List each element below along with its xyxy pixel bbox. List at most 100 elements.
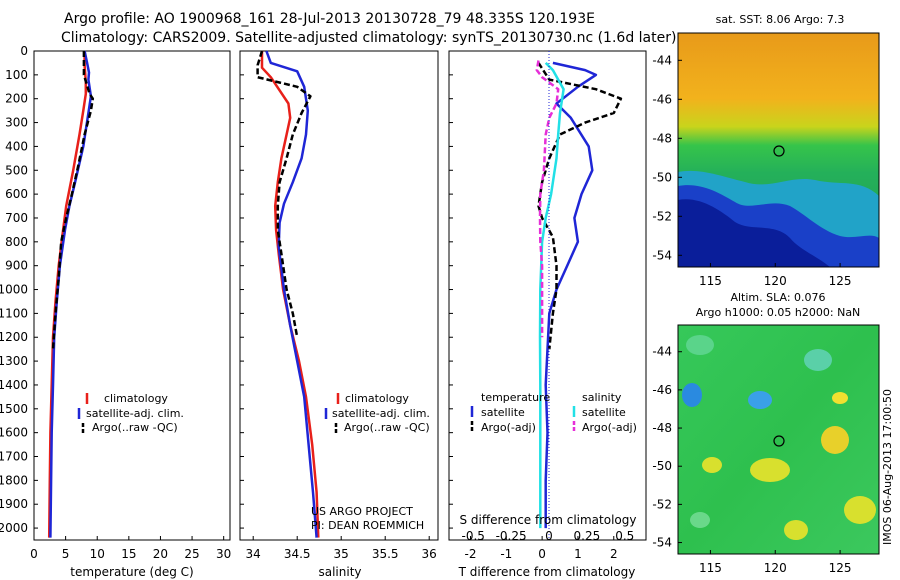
sla-anomaly: [748, 391, 772, 409]
s-tick-label: 0.25: [574, 529, 601, 543]
legend-label-argo: Argo(..raw -QC): [344, 421, 430, 434]
sla-map-title-2: Argo h1000: 0.05 h2000: NaN: [696, 306, 861, 319]
depth-tick-label: 300: [5, 116, 28, 130]
s-tick-label: -0.25: [496, 529, 527, 543]
legend-label-climatology: climatology: [345, 392, 409, 405]
sla-map-lon-ticks: 115 120 125: [699, 550, 852, 575]
depth-tick-label: 1300: [0, 354, 28, 368]
series-line: [535, 60, 560, 338]
depth-tick-label: 1900: [0, 497, 28, 511]
legend-header-temperature: temperature: [481, 391, 550, 404]
s-tick-label: 0: [545, 529, 553, 543]
depth-tick-label: 1100: [0, 306, 28, 320]
credit-project: US ARGO PROJECT: [311, 505, 413, 518]
x-tick-label: 30: [216, 547, 231, 561]
depth-tick-label: 800: [5, 235, 28, 249]
depth-tick-label: 1600: [0, 426, 28, 440]
lon-tick-label: 120: [764, 561, 787, 575]
sla-map-lat-ticks: -44 -46 -48 -50 -52 -54: [652, 345, 682, 550]
x-tick-label: 35.5: [372, 547, 399, 561]
sla-anomaly: [832, 392, 848, 404]
legend-label-temp-satellite: satellite: [481, 406, 525, 419]
x-tick-label: 20: [153, 547, 168, 561]
series-line: [47, 51, 88, 538]
x-tick-label: 5: [62, 547, 70, 561]
float-location-marker: [773, 145, 785, 157]
sla-anomaly: [784, 520, 808, 540]
depth-tick-label: 600: [5, 187, 28, 201]
temperature-panel-frame: [33, 50, 231, 541]
lat-tick-label: -46: [652, 383, 672, 397]
depth-tick-label: 700: [5, 211, 28, 225]
salinity-x-label: salinity: [318, 565, 361, 579]
salinity-profile-lines: [256, 50, 320, 538]
sla-anomaly: [844, 496, 876, 524]
lat-tick-label: -44: [652, 53, 672, 67]
lat-tick-label: -50: [652, 170, 672, 184]
depth-tick-label: 200: [5, 92, 28, 106]
salinity-panel-frame: [239, 50, 439, 541]
lat-tick-label: -52: [652, 497, 672, 511]
depth-tick-label: 1800: [0, 473, 28, 487]
x-tick-label: 0: [30, 547, 38, 561]
sla-anomaly: [686, 335, 714, 355]
series-line: [537, 62, 623, 350]
lon-tick-label: 115: [699, 274, 722, 288]
x-tick-label: 35: [334, 547, 349, 561]
difference-x-label: T difference from climatology: [458, 565, 636, 579]
x-tick-label: 10: [90, 547, 105, 561]
x-tick-label: 36: [422, 547, 437, 561]
sla-map-frame: [677, 324, 880, 555]
depth-tick-label: 1200: [0, 330, 28, 344]
x-tick-label: 34: [246, 547, 261, 561]
legend-label-temp-argo: Argo(-adj): [481, 421, 536, 434]
lat-tick-label: -48: [652, 131, 672, 145]
difference-legend: temperature salinity satellite satellite…: [470, 391, 637, 434]
lat-tick-label: -48: [652, 421, 672, 435]
temperature-profile-lines: [47, 50, 95, 538]
depth-tick-label: 1500: [0, 402, 28, 416]
depth-tick-label: 500: [5, 163, 28, 177]
sla-anomaly: [690, 512, 710, 528]
x-tick-label: 0: [538, 547, 546, 561]
legend-label-satellite: satellite-adj. clim.: [86, 407, 184, 420]
sst-map: [677, 32, 880, 268]
credit-pi: PI: DEAN ROEMMICH: [311, 519, 424, 532]
x-tick-label: -2: [465, 547, 477, 561]
depth-tick-label: 400: [5, 139, 28, 153]
lon-tick-label: 120: [764, 274, 787, 288]
x-tick-label: 15: [121, 547, 136, 561]
legend-label-satellite: satellite-adj. clim.: [332, 407, 430, 420]
depth-tick-label: 0: [20, 44, 28, 58]
series-line: [49, 50, 93, 538]
series-line: [538, 62, 565, 529]
sst-deep-cold-water: [678, 199, 830, 267]
series-line: [265, 50, 318, 538]
sst-map-title: sat. SST: 8.06 Argo: 7.3: [716, 13, 845, 26]
sst-map-frame: [677, 32, 880, 268]
series-line: [544, 61, 598, 529]
sst-map-lon-ticks: 115 120 125: [699, 263, 852, 288]
sla-map-title-1: Altim. SLA: 0.076: [730, 291, 825, 304]
temperature-x-ticks: 0 5 10 15 20 25 30: [30, 536, 231, 561]
title-line-2: Climatology: CARS2009. Satellite-adjuste…: [61, 30, 676, 46]
temperature-legend: climatology satellite-adj. clim. Argo(..…: [77, 392, 184, 434]
lon-tick-label: 125: [829, 561, 852, 575]
lat-tick-label: -54: [652, 536, 672, 550]
s-tick-label: 0.5: [615, 529, 634, 543]
series-line: [51, 51, 95, 350]
depth-tick-label: 1400: [0, 378, 28, 392]
depth-tick-label: 100: [5, 68, 28, 82]
legend-header-salinity: salinity: [582, 391, 622, 404]
x-tick-label: 25: [184, 547, 199, 561]
legend-label-sal-argo: Argo(-adj): [582, 421, 637, 434]
lat-tick-label: -50: [652, 459, 672, 473]
depth-tick-label: 1000: [0, 283, 28, 297]
series-line: [256, 50, 312, 338]
sla-anomaly: [750, 458, 790, 482]
difference-panel-frame: [448, 50, 647, 541]
difference-x-ticks: -2 -1 0 1 2: [465, 536, 618, 561]
x-tick-label: 1: [574, 547, 582, 561]
lon-tick-label: 125: [829, 274, 852, 288]
